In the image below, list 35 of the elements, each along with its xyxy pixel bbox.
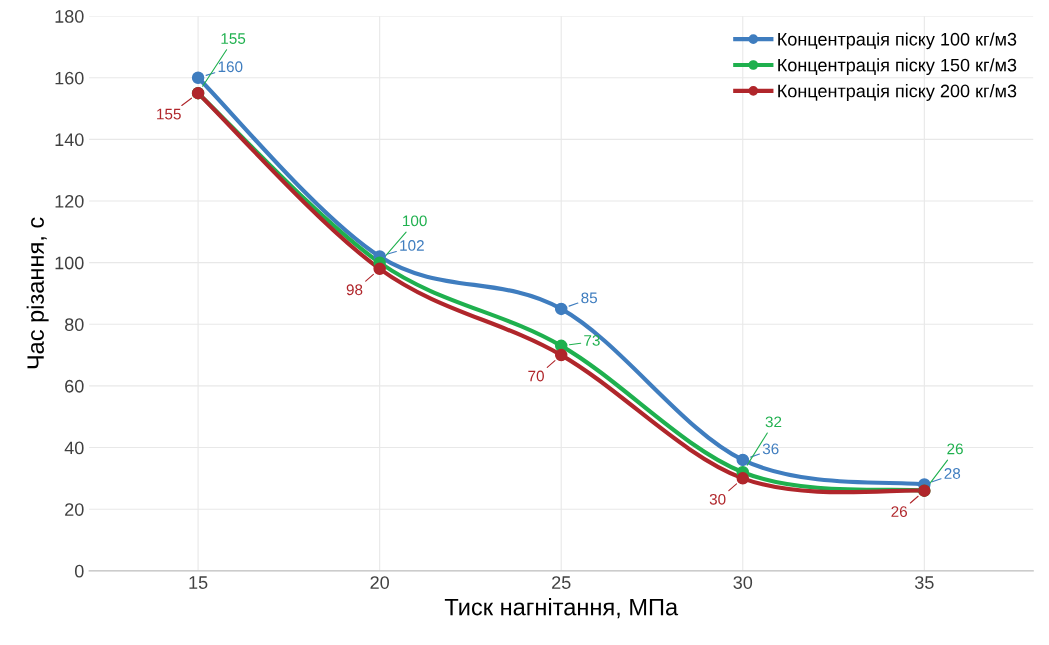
data-label: 70 (528, 370, 544, 382)
y-tick-label: 40 (64, 441, 84, 455)
data-label: 155 (221, 33, 246, 44)
y-tick-label: 0 (74, 564, 84, 578)
y-tick-label: 140 (55, 133, 84, 147)
x-tick-label: 30 (733, 576, 753, 589)
x-tick-label: 20 (370, 576, 389, 589)
y-tick-label: 120 (55, 194, 84, 208)
data-label: 85 (581, 292, 598, 304)
y-tick-label: 180 (55, 10, 84, 23)
data-label: 102 (400, 240, 424, 251)
data-label: 98 (346, 284, 363, 296)
y-tick-label: 80 (65, 318, 84, 332)
data-label: 32 (765, 416, 782, 428)
x-axis-title: Тиск нагнітання, МПа (444, 598, 679, 619)
y-tick-label: 20 (65, 503, 84, 516)
y-tick-label: 100 (55, 256, 84, 270)
data-label: 28 (944, 468, 961, 479)
legend-label: Концентрація піску 200 кг/м3 (778, 84, 1017, 101)
y-tick-label: 60 (65, 379, 84, 393)
y-tick-label: 160 (55, 71, 84, 85)
y-axis-title: Час різання, с (26, 217, 49, 369)
data-label: 100 (403, 215, 427, 227)
data-label: 30 (709, 493, 726, 505)
x-tick-label: 25 (552, 576, 571, 589)
data-label: 26 (891, 506, 907, 518)
data-label: 160 (218, 61, 243, 73)
data-label: 73 (584, 334, 600, 346)
x-tick-label: 15 (189, 576, 208, 589)
x-tick-label: 35 (914, 576, 934, 589)
data-label: 26 (947, 443, 963, 455)
data-label: 155 (157, 108, 181, 120)
legend-label: Концентрація піску 150 кг/м3 (778, 58, 1017, 76)
data-label: 36 (762, 443, 779, 455)
legend-label: Концентрація піску 100 кг/м3 (778, 32, 1017, 50)
